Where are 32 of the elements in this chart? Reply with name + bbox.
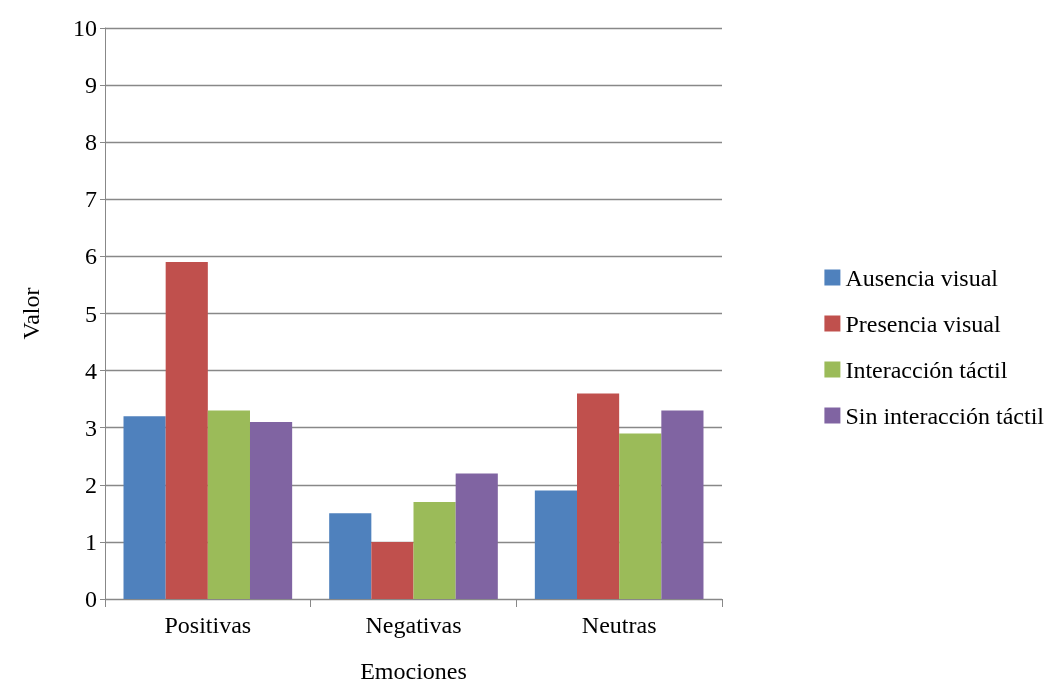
y-tick-label: 7 (85, 186, 97, 213)
bar (534, 490, 578, 599)
bar (329, 513, 372, 599)
x-tick-label: Negativas (365, 612, 462, 638)
legend-label: Sin interacción táctil (845, 402, 1045, 429)
y-tick-label: 10 (73, 15, 97, 41)
legend-label: Presencia visual (845, 310, 1002, 337)
bar (619, 433, 662, 599)
y-tick-label: 8 (85, 129, 97, 156)
bar (371, 541, 414, 599)
x-tick-label: Positivas (164, 612, 252, 638)
bar (577, 393, 620, 599)
y-tick-label: 6 (85, 243, 97, 270)
bar (413, 501, 456, 599)
bar (165, 262, 208, 599)
bar (250, 421, 293, 599)
x-axis-title: Emociones (360, 658, 467, 684)
y-tick-label: 4 (85, 357, 97, 384)
bar (207, 410, 250, 599)
bar (123, 416, 166, 599)
y-tick-label: 0 (85, 586, 97, 612)
y-axis-title: Valor (18, 287, 44, 340)
bar (661, 410, 704, 599)
legend-label: Interacción táctil (845, 356, 1008, 383)
y-tick-label: 1 (85, 528, 97, 555)
y-tick-label: 5 (85, 300, 97, 327)
bar (455, 473, 498, 599)
y-tick-label: 9 (85, 72, 97, 99)
x-tick-label: Neutras (581, 612, 657, 638)
legend-label: Ausencia visual (845, 264, 999, 291)
y-tick-label: 2 (85, 471, 97, 498)
y-tick-label: 3 (85, 414, 97, 441)
